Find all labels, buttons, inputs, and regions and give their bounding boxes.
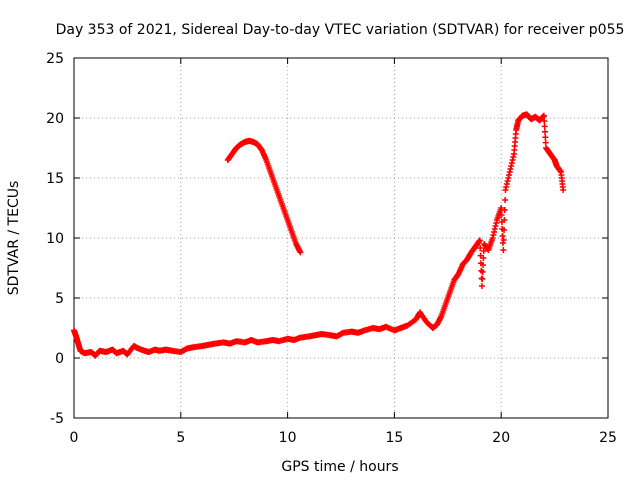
data-points — [71, 111, 567, 359]
x-tick-label: 0 — [70, 430, 79, 446]
x-tick-label: 5 — [176, 430, 185, 446]
data-point — [480, 248, 487, 254]
data-point — [476, 237, 483, 244]
y-tick-label: 25 — [46, 51, 64, 67]
data-point — [502, 197, 509, 203]
data-point — [560, 187, 567, 193]
data-point — [501, 207, 508, 213]
data-point — [501, 217, 508, 223]
data-point — [500, 237, 507, 243]
data-point — [542, 134, 549, 141]
y-tick-label: 5 — [55, 291, 64, 307]
data-point — [542, 139, 549, 146]
data-point — [479, 276, 486, 282]
data-point — [479, 269, 486, 275]
data-point — [500, 247, 507, 253]
data-point — [541, 123, 548, 130]
x-tick-label: 20 — [492, 430, 510, 446]
y-tick-label: 20 — [46, 111, 64, 127]
chart-title: Day 353 of 2021, Sidereal Day-to-day VTE… — [56, 22, 625, 38]
data-point — [541, 128, 548, 135]
data-point — [478, 283, 485, 289]
x-tick-label: 25 — [599, 430, 617, 446]
data-point — [480, 255, 487, 261]
y-tick-label: 10 — [46, 231, 64, 247]
x-tick-label: 10 — [279, 430, 297, 446]
data-point — [501, 227, 508, 233]
y-tick-label: 15 — [46, 171, 64, 187]
ticks: 0 5 10 15 20 25 -5 0 5 10 15 20 25 — [46, 51, 617, 446]
y-tick-label: -5 — [50, 411, 64, 427]
data-point — [541, 118, 548, 124]
data-point — [499, 233, 506, 239]
y-axis-label: SDTVAR / TECUs — [6, 181, 22, 296]
x-axis-label: GPS time / hours — [281, 459, 398, 475]
grid — [74, 58, 608, 418]
data-point — [498, 212, 505, 218]
data-point — [498, 205, 505, 211]
data-point — [480, 262, 487, 268]
data-point — [540, 112, 547, 119]
data-point — [297, 249, 304, 256]
y-tick-label: 0 — [55, 351, 64, 367]
x-tick-label: 15 — [385, 430, 403, 446]
data-point — [477, 245, 484, 251]
